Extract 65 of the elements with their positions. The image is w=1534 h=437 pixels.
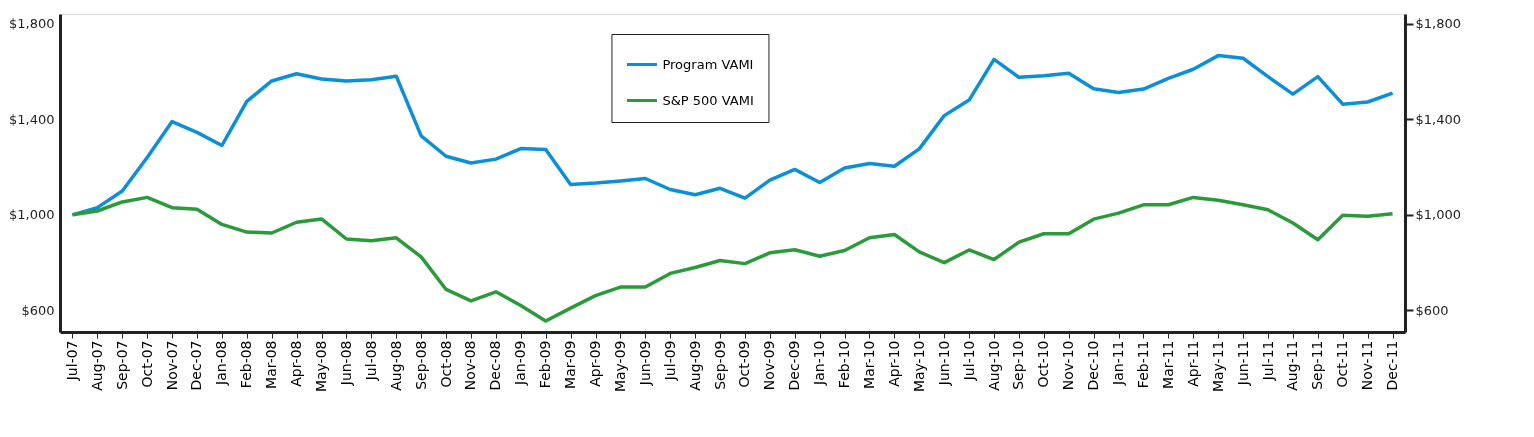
x-tick-label: Apr-09 (587, 340, 604, 387)
x-tick-label: May-11 (1209, 340, 1226, 393)
x-tick-label: Dec-09 (786, 340, 803, 391)
x-tick-label: Aug-09 (686, 340, 703, 391)
x-tick-label: Jun-10 (935, 340, 952, 387)
x-tick-label: Jan-10 (811, 340, 828, 386)
x-tick-label: Aug-11 (1284, 340, 1301, 391)
x-tick-label: Jul-10 (960, 340, 977, 382)
x-tick-label: May-09 (611, 340, 628, 393)
x-tick-label: Jul-07 (63, 340, 80, 382)
x-tick-label: Jun-08 (337, 340, 354, 387)
x-tick-label: Aug-08 (387, 340, 404, 391)
x-tick-label: Jul-09 (661, 340, 678, 382)
y-tick-label: $1,000 (9, 207, 55, 223)
y-tick-label: $600 (21, 302, 55, 318)
x-tick-label: Sep-07 (113, 340, 130, 390)
x-tick-label: Feb-09 (537, 340, 554, 389)
x-tick-label: Dec-10 (1085, 340, 1102, 391)
y2-tick-label: $1,800 (1415, 16, 1461, 32)
x-tick-label: Aug-07 (88, 340, 105, 391)
x-tick-label: Apr-11 (1184, 340, 1201, 387)
x-tick-label: Dec-08 (487, 340, 504, 391)
x-tick-label: Oct-07 (138, 340, 155, 388)
x-tick-label: May-08 (313, 340, 330, 393)
x-tick-label: Jul-08 (362, 340, 379, 382)
x-tick-label: Jan-09 (512, 340, 529, 386)
x-tick-label: Sep-09 (711, 340, 728, 390)
x-tick-label: Jun-09 (636, 340, 653, 387)
x-tick-label: Nov-08 (462, 340, 479, 391)
x-tick-label: Dec-11 (1384, 340, 1401, 391)
x-tick-label: Nov-10 (1060, 340, 1077, 391)
x-tick-label: Nov-11 (1359, 340, 1376, 391)
x-tick-label: Apr-08 (288, 340, 305, 387)
x-tick-label: Apr-10 (885, 340, 902, 387)
x-tick-label: Sep-08 (412, 340, 429, 390)
x-tick-label: Mar-11 (1159, 340, 1176, 389)
x-tick-label: Oct-08 (437, 340, 454, 388)
x-tick-label: Nov-09 (761, 340, 778, 391)
x-tick-label: Nov-07 (163, 340, 180, 391)
x-tick-label: Mar-09 (562, 340, 579, 389)
x-tick-label: Aug-10 (985, 340, 1002, 391)
x-tick-label: Jun-11 (1234, 340, 1251, 387)
x-tick-label: Jan-11 (1110, 340, 1127, 386)
x-tick-label: Sep-11 (1309, 340, 1326, 390)
x-tick-label: May-10 (910, 340, 927, 393)
y-tick-label: $1,800 (9, 16, 55, 32)
line-series (70, 195, 1395, 323)
y2-tick-label: $600 (1415, 302, 1449, 318)
x-tick-label: Jan-08 (213, 340, 230, 386)
x-tick-label: Sep-10 (1010, 340, 1027, 390)
y2-tick-label: $1,400 (1415, 111, 1461, 127)
x-tick-label: Feb-11 (1134, 340, 1151, 389)
x-tick-label: Oct-11 (1334, 340, 1351, 388)
x-tick-label: Jul-11 (1259, 340, 1276, 382)
x-tick-label: Dec-07 (188, 340, 205, 391)
legend-label: S&P 500 VAMI (662, 92, 754, 108)
x-tick-label: Mar-08 (263, 340, 280, 389)
x-tick-label: Mar-10 (860, 340, 877, 389)
x-tick-label: Feb-10 (836, 340, 853, 389)
legend-label: Program VAMI (662, 56, 754, 72)
x-tick-label: Oct-09 (736, 340, 753, 388)
x-tick-label: Oct-10 (1035, 340, 1052, 388)
y2-tick-label: $1,000 (1415, 207, 1461, 223)
y-tick-label: $1,400 (9, 111, 55, 127)
x-tick-label: Feb-08 (238, 340, 255, 389)
